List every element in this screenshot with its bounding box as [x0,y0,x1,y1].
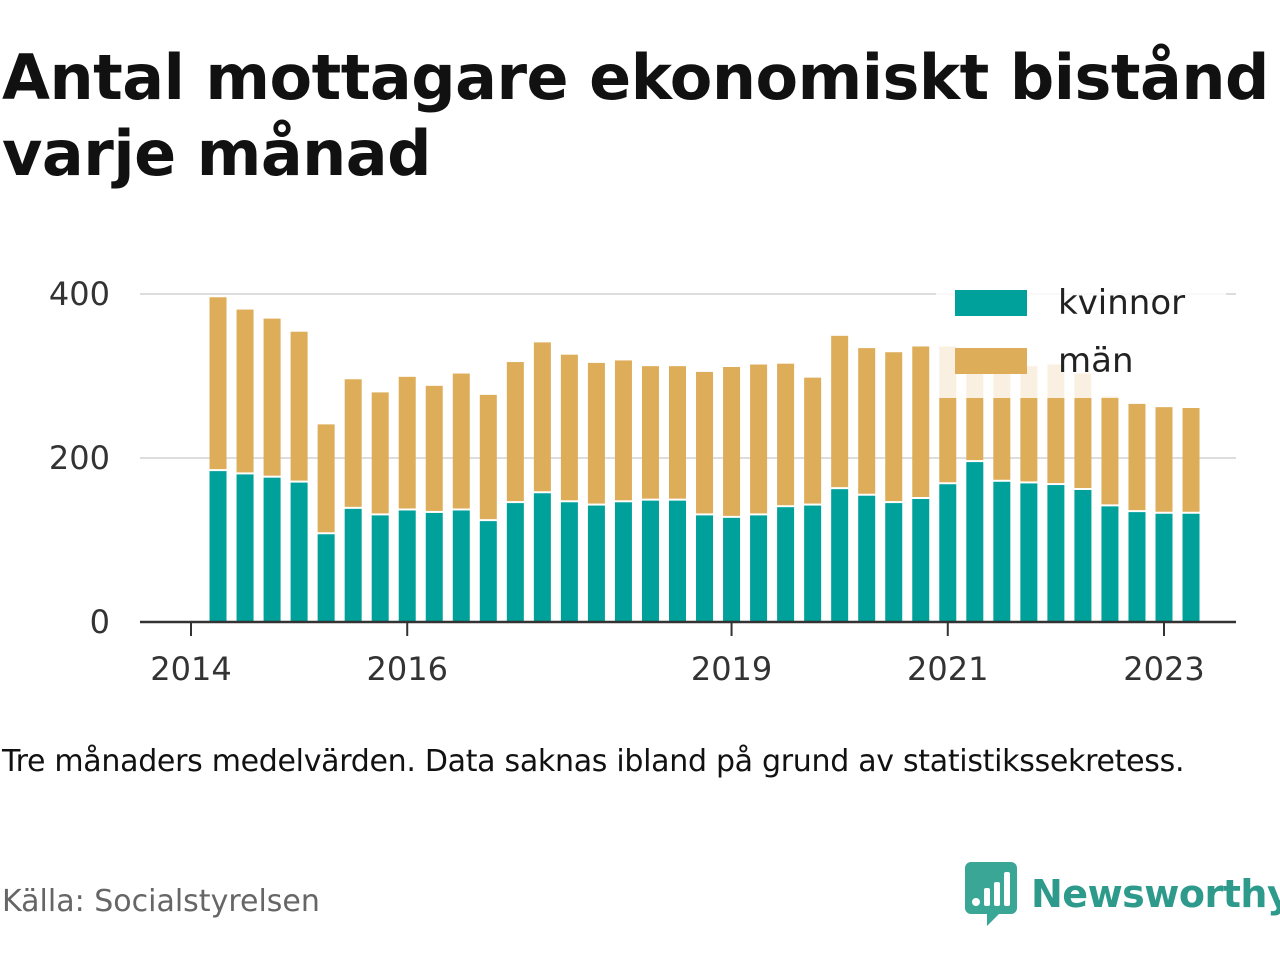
bar-kvinnor [290,482,308,622]
bar-man [804,377,822,504]
bar-kvinnor [858,495,876,622]
bar-man [614,360,632,501]
bar-kvinnor [479,521,497,622]
bars [209,297,1200,622]
bar-man [506,362,524,502]
bar-kvinnor [344,508,362,622]
bar-man [750,364,768,514]
bar-kvinnor [723,517,741,622]
bar-kvinnor [533,493,551,622]
bar-man [1074,373,1092,488]
bar-kvinnor [1020,483,1038,622]
bar-man [587,362,605,504]
bar-man [317,424,335,533]
bar-man [236,309,254,473]
bar-man [912,346,930,497]
bar-kvinnor [804,505,822,622]
chart-title: Antal mottagare ekonomiskt bistånd varje… [2,41,1269,190]
bar-man [1128,403,1146,511]
bar-kvinnor [398,510,416,622]
y-tick-label: 200 [49,439,110,477]
bar-kvinnor [506,503,524,622]
bar-man [723,366,741,516]
legend-swatch [955,290,1027,316]
legend-label: män [1058,341,1134,381]
x-tick-label: 2014 [150,650,231,688]
bar-kvinnor [1182,513,1200,622]
source-label: Källa: Socialstyrelsen [2,884,320,919]
brand: Newsworthy [965,862,1280,926]
bar-kvinnor [209,471,227,622]
bar-kvinnor [587,505,605,622]
bar-man [479,394,497,520]
bar-kvinnor [831,489,849,622]
x-tick-label: 2021 [907,650,988,688]
bar-man [344,379,362,507]
bar-kvinnor [939,484,957,622]
bar-man [371,392,389,514]
bar-man [263,318,281,476]
legend-label: kvinnor [1058,283,1185,323]
bar-man [696,371,714,514]
bar-kvinnor [1047,485,1065,622]
bar-man [533,342,551,492]
bar-kvinnor [1101,506,1119,622]
bar-man [209,297,227,470]
bar-kvinnor [371,515,389,622]
bar-man [885,352,903,502]
newsworthy-logo-icon [965,862,1017,926]
bar-kvinnor [777,507,795,622]
bar-man [669,366,686,499]
bar-man [777,363,795,506]
bar-man [641,366,659,499]
x-tick-label: 2019 [691,650,772,688]
y-tick-label: 0 [90,603,110,641]
chart-note: Tre månaders medelvärden. Data saknas ib… [2,744,1185,779]
bar-man [425,385,443,511]
bar-kvinnor [560,502,578,622]
bar-kvinnor [452,510,470,622]
bar-kvinnor [993,481,1011,622]
bar-kvinnor [317,534,335,622]
bar-kvinnor [696,515,714,622]
brand-name: Newsworthy [1031,872,1280,916]
bar-kvinnor [425,512,443,622]
x-tick-label: 2016 [367,650,448,688]
legend-swatch [955,348,1027,374]
bar-man [1101,396,1119,505]
legend: kvinnor män [936,282,1226,398]
bar-man [560,354,578,501]
bar-man [858,348,876,494]
bar-man [1155,407,1173,512]
bar-kvinnor [912,499,930,622]
bar-kvinnor [263,477,281,622]
x-tick-label: 2023 [1123,650,1204,688]
bar-man [831,335,849,488]
y-tick-label: 400 [49,275,110,313]
bar-kvinnor [641,500,659,622]
bar-kvinnor [614,502,632,622]
bar-kvinnor [1128,512,1146,622]
bar-kvinnor [1155,513,1173,622]
bar-man [1182,407,1200,512]
bar-man [452,373,470,509]
bar-man [290,331,308,481]
bar-kvinnor [1074,489,1092,622]
bar-kvinnor [966,462,984,622]
bar-kvinnor [669,500,686,622]
bar-man [398,376,416,509]
bar-kvinnor [885,503,903,622]
bar-kvinnor [236,474,254,622]
axes: 0 200 400 2014 2016 2019 2021 2023 [49,275,1236,688]
bar-kvinnor [750,515,768,622]
